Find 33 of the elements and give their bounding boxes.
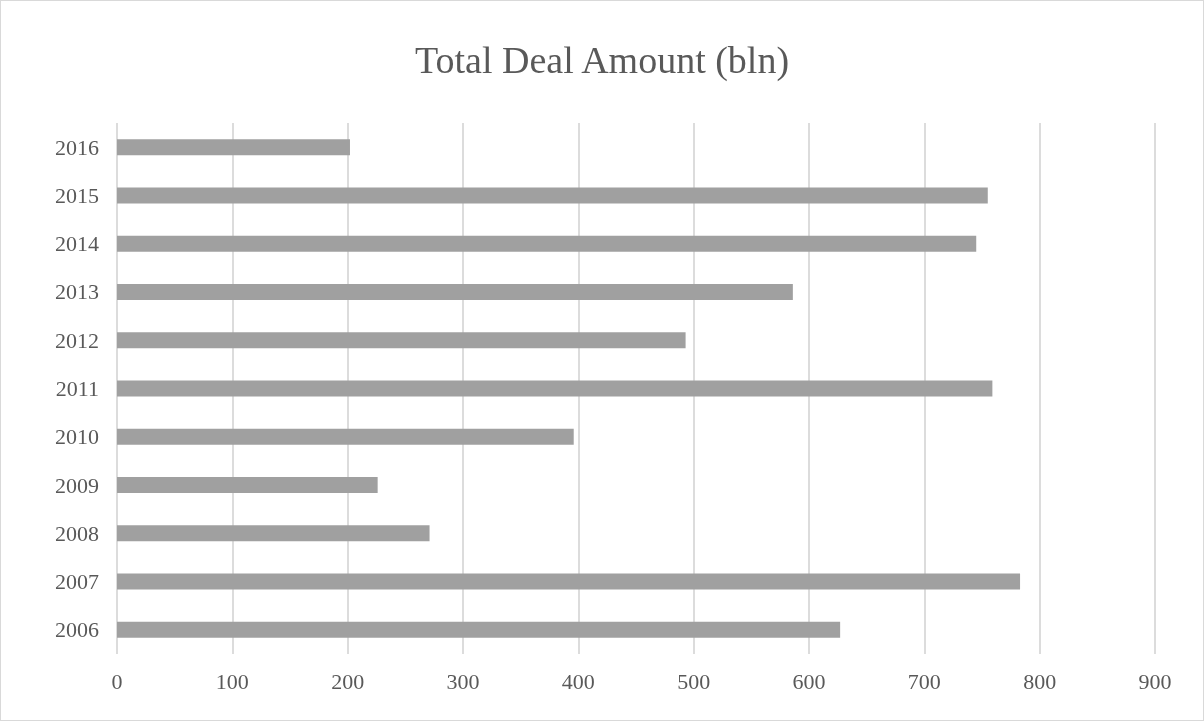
bar bbox=[117, 283, 793, 300]
bar bbox=[117, 235, 977, 252]
y-tick-label: 2015 bbox=[55, 182, 99, 208]
bar bbox=[117, 332, 686, 349]
bar bbox=[117, 428, 574, 445]
x-tick-label: 100 bbox=[215, 668, 249, 694]
x-tick-label: 300 bbox=[446, 668, 480, 694]
chart-title: Total Deal Amount (bln) bbox=[414, 39, 790, 82]
x-tick-label: 500 bbox=[677, 668, 711, 694]
bar bbox=[117, 187, 988, 204]
x-tick-label: 400 bbox=[561, 668, 595, 694]
x-tick-label: 0 bbox=[111, 668, 123, 694]
bar bbox=[117, 621, 841, 638]
x-tick-label: 700 bbox=[907, 668, 941, 694]
y-tick-label: 2009 bbox=[55, 472, 99, 498]
y-tick-label: 2007 bbox=[55, 569, 99, 595]
x-tick-label: 900 bbox=[1138, 668, 1172, 694]
x-tick-label: 800 bbox=[1023, 668, 1057, 694]
y-tick-label: 2013 bbox=[55, 279, 99, 305]
y-tick-label: 2016 bbox=[55, 134, 99, 160]
bar bbox=[117, 139, 350, 156]
bar bbox=[117, 525, 430, 542]
y-tick-label: 2011 bbox=[55, 376, 99, 401]
x-tick-label: 600 bbox=[792, 668, 826, 694]
bar bbox=[117, 380, 993, 397]
bar bbox=[117, 477, 378, 494]
y-tick-label: 2014 bbox=[55, 231, 99, 257]
y-tick-label: 2010 bbox=[55, 424, 99, 450]
y-tick-label: 2008 bbox=[55, 520, 99, 546]
y-tick-label: 2006 bbox=[55, 617, 99, 643]
bar bbox=[117, 573, 1021, 590]
x-tick-label: 200 bbox=[331, 668, 365, 694]
y-tick-label: 2012 bbox=[55, 327, 99, 353]
